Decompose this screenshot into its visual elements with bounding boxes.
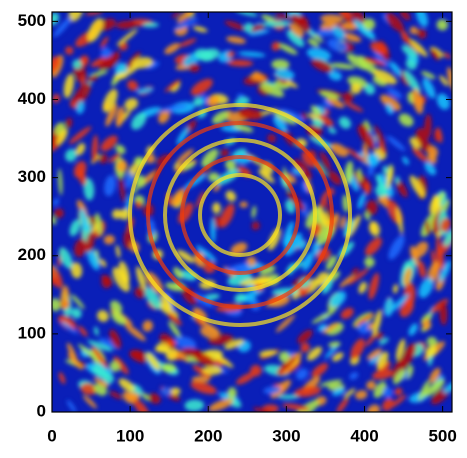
chart: 0 100 200 300 400 500 0 100 200 300 400 500 xyxy=(0,0,467,453)
y-tick-label: 100 xyxy=(18,323,46,342)
y-tick-label: 300 xyxy=(18,167,46,186)
y-tick-label: 200 xyxy=(18,245,46,264)
x-tick-label: 500 xyxy=(428,426,456,445)
y-tick-label: 500 xyxy=(18,11,46,30)
x-tick-label: 300 xyxy=(272,426,300,445)
y-tick-label: 400 xyxy=(18,89,46,108)
x-tick-label: 400 xyxy=(350,426,378,445)
texture-blob xyxy=(227,387,236,399)
x-tick-label: 200 xyxy=(194,426,222,445)
y-tick-label: 0 xyxy=(37,401,46,420)
field-image xyxy=(42,2,462,420)
x-tick-label: 100 xyxy=(116,426,144,445)
x-tick-label: 0 xyxy=(47,426,56,445)
